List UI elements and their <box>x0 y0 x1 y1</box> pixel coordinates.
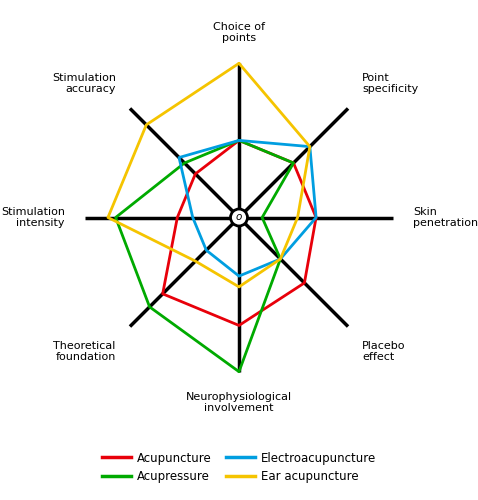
Text: Placebo
effect: Placebo effect <box>362 340 406 362</box>
Legend: Acupuncture, Acupressure, Electroacupuncture, Ear acupuncture: Acupuncture, Acupressure, Electroacupunc… <box>97 447 381 488</box>
Text: Neurophysiological
involvement: Neurophysiological involvement <box>186 392 292 413</box>
Text: Stimulation
intensity: Stimulation intensity <box>1 206 65 229</box>
Text: Theoretical
foundation: Theoretical foundation <box>54 340 116 362</box>
Circle shape <box>230 209 248 226</box>
Text: Skin
penetration: Skin penetration <box>413 206 478 229</box>
Text: o: o <box>236 212 242 222</box>
Text: Point
specificity: Point specificity <box>362 72 418 94</box>
Text: Choice of
points: Choice of points <box>213 22 265 44</box>
Text: Stimulation
accuracy: Stimulation accuracy <box>52 72 116 94</box>
